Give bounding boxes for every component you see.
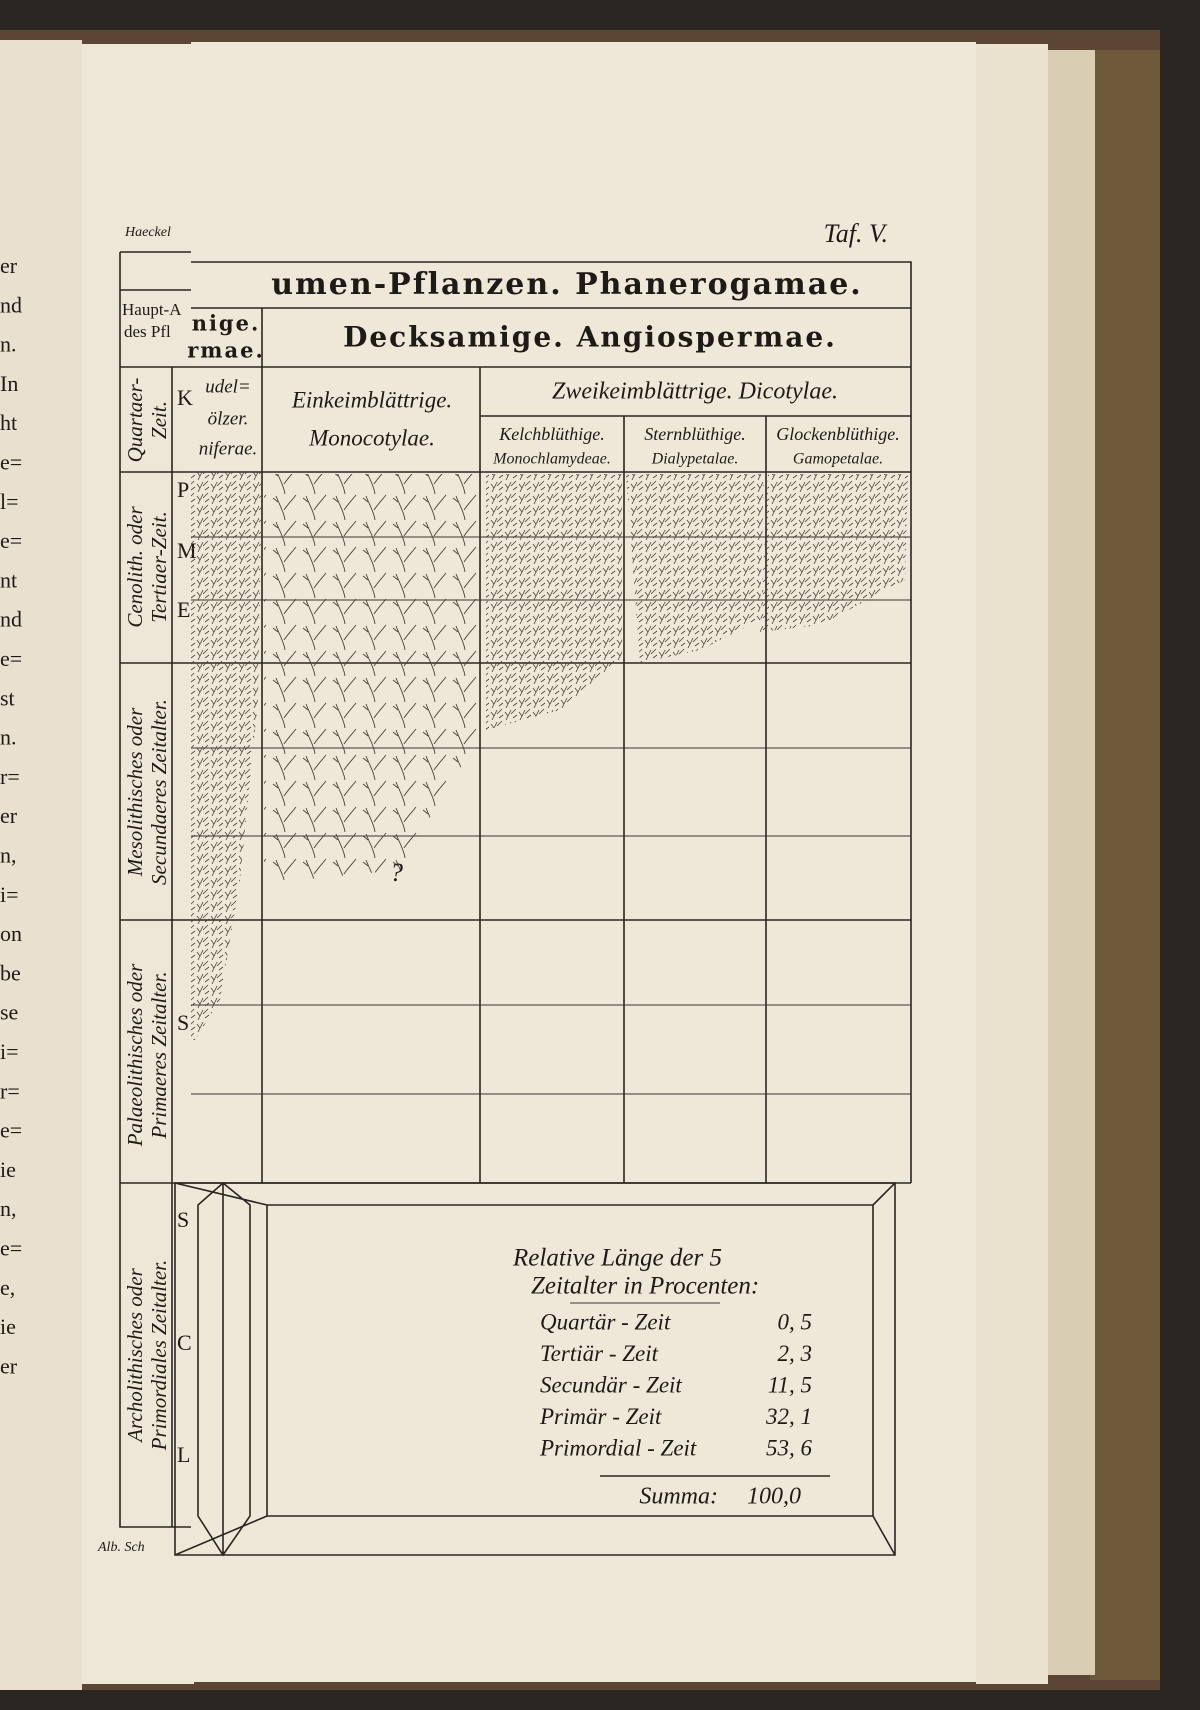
margin-fragment: e= (0, 1236, 22, 1261)
margin-fragment: nd (0, 607, 22, 632)
era-label: Quartaer- (123, 378, 147, 463)
era-label: Zeit. (147, 401, 171, 439)
page-stack (976, 44, 1048, 1684)
margin-text: er nd n. In ht e= l= e= nt nd e= st n. r= er n, i= on be se… (0, 253, 22, 1378)
dicotylae: Zweikeimblättrige. Dicotylae. (552, 379, 838, 405)
margin-fragment: r= (0, 764, 20, 789)
table-fragment: Haupt-A (122, 300, 182, 319)
coniferae: udel= (205, 376, 251, 397)
summary-title: Zeitalter in Procenten: (531, 1273, 759, 1300)
era-label: Palaeolithisches oder (123, 963, 147, 1147)
era-label: Secundaeres Zeitalter. (147, 699, 171, 885)
margin-fragment: nt (0, 567, 17, 592)
monocotylae: Einkeimblättrige. (291, 387, 452, 412)
monocotylae: Monocotylae. (308, 425, 435, 450)
era-label: Primaeres Zeitalter. (147, 971, 171, 1139)
margin-fragment: er (0, 803, 18, 828)
header: Haeckel (124, 225, 171, 240)
tree-monocotylae (264, 474, 478, 880)
row-letter: C (177, 1330, 192, 1355)
dicot-group: Kelchblüthige. (498, 424, 604, 444)
era-label: Primordiales Zeitalter. (147, 1260, 171, 1452)
page-block (1045, 50, 1095, 1675)
margin-fragment: e= (0, 1118, 22, 1143)
margin-fragment: be (0, 960, 21, 985)
margin-fragment: ie (0, 1157, 16, 1182)
row-value: 11, 5 (768, 1372, 812, 1397)
title: umen-Pflanzen. Phanerogamae. (271, 267, 863, 302)
row-letter: L (177, 1442, 190, 1467)
plate-label: Taf. V. (824, 219, 888, 248)
row-letter: E (177, 597, 190, 622)
margin-fragment: n. (0, 725, 17, 750)
row-value: 53, 6 (766, 1435, 813, 1460)
margin-fragment: er (0, 1353, 18, 1378)
dicot-group: Sternblüthige. (644, 424, 746, 444)
gymnospermae: nige. (192, 311, 261, 336)
row-value: 2, 3 (778, 1341, 813, 1366)
margin-fragment: l= (0, 489, 19, 514)
dicot-group: Monochlamydeae. (492, 451, 611, 468)
margin-fragment: n, (0, 1196, 17, 1221)
margin-fragment: er (0, 253, 18, 278)
margin-fragment: i= (0, 882, 19, 907)
margin-fragment: n. (0, 332, 17, 357)
margin-fragment: e= (0, 450, 22, 475)
era-labels: Quartaer- Zeit. Cenolith. oder Tertiaer-Zei… (123, 378, 171, 1452)
era-label: Cenolith. oder (123, 506, 147, 628)
margin-fragment: e= (0, 646, 22, 671)
row-label: Tertiär - Zeit (540, 1341, 659, 1366)
margin-fragment: e= (0, 528, 22, 553)
tree-monochlamydeae (486, 474, 622, 730)
left-page (0, 40, 82, 1690)
under-table (119, 251, 191, 1528)
row-value: 0, 5 (778, 1309, 813, 1334)
margin-fragment: ht (0, 410, 17, 435)
total-label: Summa: (639, 1484, 718, 1510)
tree-dialypetalae (626, 474, 764, 663)
margin-fragment: In (0, 371, 18, 396)
margin-fragment: n, (0, 843, 17, 868)
row-label: Primordial - Zeit (539, 1435, 697, 1460)
tree-coniferae (191, 472, 262, 1040)
angiospermae: Decksamige. Angiospermae. (343, 321, 837, 354)
total: 100,0 (747, 1484, 801, 1510)
margin-fragment: nd (0, 292, 22, 317)
era-label: Mesolithisches oder (123, 707, 147, 877)
margin-fragment: r= (0, 1078, 20, 1103)
question-mark: ? (390, 858, 403, 887)
margin-fragment: se (0, 1000, 18, 1025)
margin-fragment: on (0, 921, 22, 946)
margin-fragment: ie (0, 1314, 16, 1339)
row-label: Secundär - Zeit (540, 1372, 682, 1397)
era-label: Archolithisches oder (123, 1267, 147, 1443)
row-value: 32, 1 (765, 1404, 812, 1429)
dicot-group: Dialypetalae. (651, 451, 739, 468)
row-label: Primär - Zeit (539, 1404, 662, 1429)
summary-rows: Quartär - Zeit 0, 5 Tertiär - Zeit 2, 3 Secu… (539, 1309, 813, 1460)
row-label: Quartär - Zeit (540, 1309, 671, 1334)
gymnospermae: rmae. (187, 338, 265, 363)
row-letter: S (177, 1207, 189, 1232)
dicot-group: Glockenblüthige. (776, 424, 899, 444)
row-letter: S (177, 1010, 189, 1035)
margin-fragment: st (0, 685, 15, 710)
table-fragment: des Pfl (124, 322, 171, 341)
dicot-groups: Kelchblüthige. Monochlamydeae. Sternblüthi… (492, 424, 900, 468)
row-letter: P (177, 477, 189, 502)
summary-frame (174, 1181, 896, 1557)
coniferae: ölzer. (208, 408, 249, 429)
coniferae: niferae. (199, 438, 258, 459)
summary-title: Relative Länge der 5 (512, 1245, 722, 1272)
tree-gamopetalae (760, 474, 908, 632)
margin-fragment: e, (0, 1275, 15, 1300)
row-letter: K (177, 385, 193, 410)
era-label: Tertiaer-Zeit. (147, 511, 171, 622)
margin-fragment: i= (0, 1039, 19, 1064)
footer: Alb. Sch (97, 1540, 145, 1555)
dicot-group: Gamopetalae. (793, 451, 883, 468)
marbled-edge (1090, 50, 1160, 1680)
